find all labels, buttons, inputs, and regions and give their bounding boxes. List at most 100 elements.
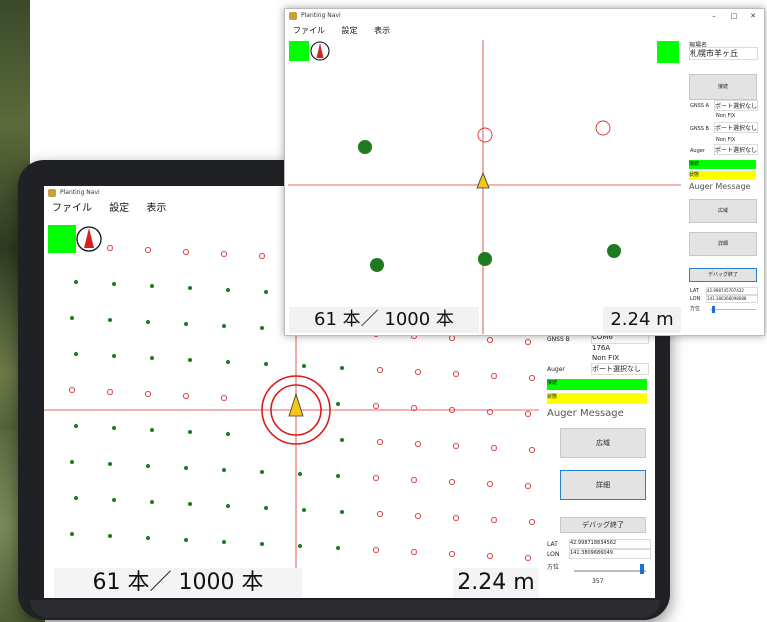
target-marker xyxy=(410,548,418,556)
site-name-field[interactable]: 札幌市羊ヶ丘 xyxy=(689,47,758,60)
status-square-icon xyxy=(48,225,76,253)
zoom-button[interactable]: 広域 xyxy=(560,428,646,458)
planted-marker xyxy=(150,356,154,360)
planted-marker xyxy=(146,320,150,324)
debug-end-button[interactable]: デバッグ終了 xyxy=(560,517,646,533)
auger-message: Auger Message xyxy=(547,408,647,421)
menu-settings[interactable]: 設定 xyxy=(109,203,130,214)
state-bar: 状態 xyxy=(689,171,756,180)
connect-bar: 接続 xyxy=(689,160,756,169)
menu-settings[interactable]: 設定 xyxy=(341,26,358,35)
heading-slider-thumb[interactable] xyxy=(712,306,715,313)
status-square-right-icon xyxy=(657,41,679,63)
menu-view[interactable]: 表示 xyxy=(374,26,391,35)
target-marker xyxy=(490,516,498,524)
lat-label: LAT xyxy=(547,541,558,548)
planted-marker xyxy=(302,364,306,368)
planted-marker xyxy=(336,546,340,550)
lat-field[interactable]: 42.998745707432 xyxy=(706,287,758,295)
menu-file[interactable]: ファイル xyxy=(52,203,92,214)
planted-marker xyxy=(188,430,192,434)
planted-marker xyxy=(222,540,226,544)
planted-marker xyxy=(340,366,344,370)
zoom-button[interactable]: 広域 xyxy=(689,199,757,223)
target-marker xyxy=(372,546,380,554)
target-marker xyxy=(410,476,418,484)
detail-button[interactable]: 詳細 xyxy=(689,232,757,256)
window-title: Planting Navi xyxy=(301,12,341,19)
planted-marker xyxy=(184,466,188,470)
gnss-a-port-field[interactable]: ポート選択なし xyxy=(714,100,758,111)
auger-port-field[interactable]: ポート選択なし xyxy=(714,144,758,155)
planted-marker xyxy=(70,316,74,320)
target-marker xyxy=(528,374,536,382)
connect-button[interactable]: 接続 xyxy=(689,74,757,100)
window-titlebar: Planting Navi – □ ✕ xyxy=(285,9,764,23)
gnss-b-label: GNSS B xyxy=(547,336,570,343)
distance-display: 2.24 m xyxy=(603,307,681,333)
minimize-button[interactable]: – xyxy=(712,12,716,20)
heading-slider-track[interactable] xyxy=(710,309,756,310)
planted-marker xyxy=(370,258,384,272)
lon-field[interactable]: 141.380368098088 xyxy=(706,295,758,303)
planted-marker xyxy=(264,290,268,294)
target-marker xyxy=(452,370,460,378)
target-marker xyxy=(410,404,418,412)
detail-button[interactable]: 詳細 xyxy=(560,470,646,500)
heading-label: 方位 xyxy=(547,564,560,571)
target-marker xyxy=(220,394,228,402)
auger-port-field[interactable]: ポート選択なし xyxy=(591,363,649,375)
debug-end-button[interactable]: デバッグ終了 xyxy=(689,268,757,282)
gnss-b-status: Non FIX xyxy=(716,137,736,143)
menu-file[interactable]: ファイル xyxy=(293,26,325,35)
planted-marker xyxy=(108,318,112,322)
app-icon xyxy=(289,12,297,20)
planted-marker xyxy=(264,362,268,366)
target-marker xyxy=(486,408,494,416)
target-ring-inner xyxy=(270,384,322,436)
planted-marker xyxy=(226,504,230,508)
target-marker xyxy=(490,444,498,452)
target-marker xyxy=(448,334,456,342)
target-marker xyxy=(68,386,76,394)
app-icon xyxy=(48,189,56,197)
connect-bar: 接続 xyxy=(547,379,647,390)
planted-marker xyxy=(146,536,150,540)
planted-marker xyxy=(607,244,621,258)
plant-counter: 61 本／ 1000 本 xyxy=(289,307,479,333)
planted-marker xyxy=(150,284,154,288)
planted-marker xyxy=(112,354,116,358)
site-label: 現場名 xyxy=(689,42,708,49)
target-marker xyxy=(524,338,532,346)
planted-marker xyxy=(112,498,116,502)
menu-view[interactable]: 表示 xyxy=(146,203,167,214)
heading-slider-thumb[interactable] xyxy=(640,564,644,574)
lat-field[interactable]: 42.998718834562 xyxy=(569,539,651,549)
planted-marker xyxy=(108,462,112,466)
planted-marker xyxy=(260,326,264,330)
heading-slider-track[interactable] xyxy=(574,570,646,572)
planted-marker xyxy=(150,428,154,432)
maximize-button[interactable]: □ xyxy=(730,12,738,20)
planted-marker xyxy=(336,402,340,406)
planted-marker xyxy=(260,542,264,546)
compass-icon xyxy=(310,41,330,61)
planted-marker xyxy=(112,426,116,430)
distance-display: 2.24 m xyxy=(453,568,539,598)
planted-marker xyxy=(336,474,340,478)
close-button[interactable]: ✕ xyxy=(750,12,756,20)
target-marker xyxy=(595,120,611,136)
lon-field[interactable]: 141.3809686049 xyxy=(569,549,651,559)
gnss-b-port-field[interactable]: ポート選択なし xyxy=(714,122,758,133)
planted-marker xyxy=(340,510,344,514)
target-marker xyxy=(372,402,380,410)
planted-marker xyxy=(74,352,78,356)
planted-marker xyxy=(188,286,192,290)
tablet-menubar: ファイル 設定 表示 xyxy=(44,200,655,218)
planted-marker xyxy=(264,506,268,510)
planted-marker xyxy=(184,538,188,542)
target-marker xyxy=(414,440,422,448)
window-map[interactable] xyxy=(288,40,681,334)
planted-marker xyxy=(298,544,302,548)
planted-marker xyxy=(74,280,78,284)
